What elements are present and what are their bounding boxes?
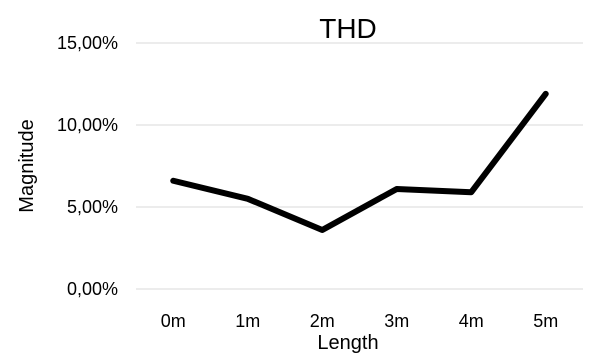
y-tick-label-0: 0,00% [67, 279, 118, 299]
x-tick-label-4: 4m [459, 311, 484, 331]
chart-title: THD [319, 13, 377, 44]
x-tick-label-3: 3m [384, 311, 409, 331]
grid-lines [136, 42, 583, 290]
series-line-0 [170, 90, 549, 233]
x-tick-label-2: 2m [310, 311, 335, 331]
y-tick-label-1: 5,00% [67, 197, 118, 217]
y-tick-label-2: 10,00% [57, 115, 118, 135]
y-tick-label-3: 15,00% [57, 33, 118, 53]
y-tick-labels: 0,00% 5,00% 10,00% 15,00% [57, 33, 118, 299]
x-tick-label-5: 5m [533, 311, 558, 331]
x-tick-label-0: 0m [161, 311, 186, 331]
x-tick-labels: 0m 1m 2m 3m 4m 5m [161, 311, 559, 331]
y-axis-label: Magnitude [16, 119, 38, 212]
x-axis-label: Length [317, 332, 378, 353]
x-tick-label-1: 1m [235, 311, 260, 331]
series-layer [170, 90, 549, 233]
